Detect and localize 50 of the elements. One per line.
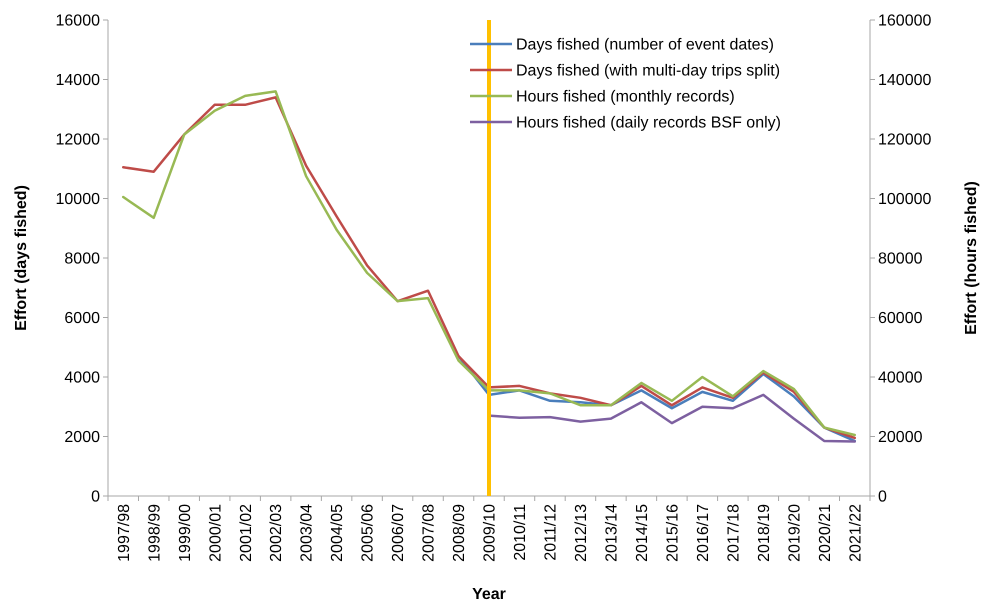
x-tick-label: 2004/05 <box>329 504 346 562</box>
x-tick-label: 2016/17 <box>694 504 712 562</box>
y2-tick-label: 160000 <box>878 12 932 30</box>
x-tick-label: 2019/20 <box>786 504 804 562</box>
legend-label: Hours fished (monthly records) <box>516 88 735 106</box>
legend-label: Hours fished (daily records BSF only) <box>516 114 781 132</box>
y2-tick-label: 120000 <box>878 132 932 149</box>
x-tick-label: 2007/08 <box>420 504 438 562</box>
y-tick-label: 14000 <box>56 72 100 90</box>
x-tick-label: 2005/06 <box>360 504 377 562</box>
x-tick-label: 2000/01 <box>207 504 224 562</box>
x-tick-label: 1998/99 <box>146 504 164 562</box>
y-tick-label: 2000 <box>64 429 100 446</box>
y-tick-label: 12000 <box>56 132 100 149</box>
y-tick-label: 8000 <box>64 250 100 268</box>
x-tick-label: 2013/14 <box>604 504 621 562</box>
x-tick-label: 2001/02 <box>238 504 255 562</box>
x-tick-label: 2020/21 <box>816 504 834 562</box>
legend-label: Days fished (with multi-day trips split) <box>516 62 780 80</box>
x-axis-title: Year <box>472 586 506 603</box>
y2-axis-title: Effort (hours fished) <box>963 181 980 335</box>
x-tick-label: 2011/12 <box>542 504 560 561</box>
y-tick-label: 16000 <box>56 12 100 30</box>
y-axis-title: Effort (days fished) <box>13 185 30 331</box>
y2-tick-label: 40000 <box>878 370 923 387</box>
y-tick-label: 10000 <box>56 191 100 208</box>
x-tick-label: 2010/11 <box>512 504 530 561</box>
x-tick-label: 2009/10 <box>482 504 499 562</box>
y2-tick-label: 0 <box>878 488 887 506</box>
x-tick-label: 1999/00 <box>176 504 194 562</box>
y-tick-label: 4000 <box>64 370 100 387</box>
x-tick-label: 2015/16 <box>664 504 682 562</box>
y-tick-label: 0 <box>91 488 100 506</box>
x-tick-label: 2003/04 <box>298 504 316 562</box>
x-tick-label: 2008/09 <box>451 504 468 562</box>
y-tick-label: 6000 <box>64 310 100 328</box>
y2-tick-label: 100000 <box>878 191 932 208</box>
y2-tick-label: 80000 <box>878 250 923 268</box>
x-tick-label: 2014/15 <box>634 504 651 562</box>
y2-tick-label: 140000 <box>878 72 932 90</box>
legend-label: Days fished (number of event dates) <box>516 36 774 54</box>
x-tick-label: 2018/19 <box>756 504 773 562</box>
x-tick-label: 2021/22 <box>847 504 864 562</box>
x-tick-label: 2002/03 <box>268 504 286 562</box>
x-tick-label: 1997/98 <box>116 504 133 562</box>
x-tick-label: 2012/13 <box>573 504 590 562</box>
y2-tick-label: 60000 <box>878 310 923 328</box>
y2-tick-label: 20000 <box>878 429 923 446</box>
x-tick-label: 2006/07 <box>390 504 408 562</box>
x-tick-label: 2017/18 <box>725 504 742 562</box>
